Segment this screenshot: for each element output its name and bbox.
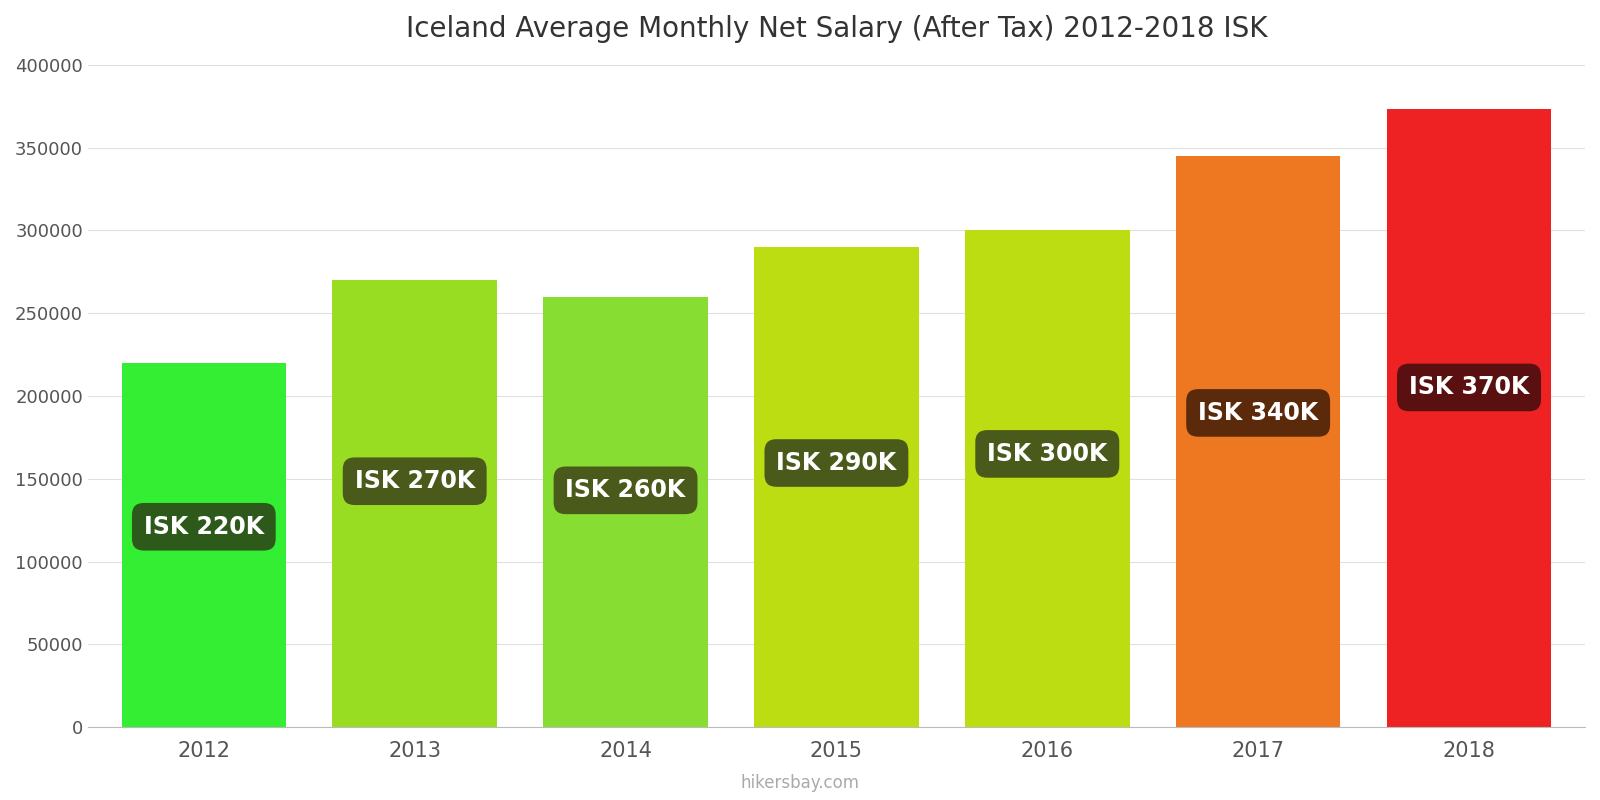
Text: ISK 220K: ISK 220K [144,514,264,538]
Bar [754,247,918,727]
Title: Iceland Average Monthly Net Salary (After Tax) 2012-2018 ISK: Iceland Average Monthly Net Salary (Afte… [406,15,1267,43]
Text: ISK 370K: ISK 370K [1410,375,1530,399]
Bar [122,363,286,727]
Bar [333,280,498,727]
Bar [1387,110,1552,727]
Text: ISK 270K: ISK 270K [355,470,475,494]
Text: hikersbay.com: hikersbay.com [741,774,859,792]
Text: ISK 340K: ISK 340K [1198,401,1318,425]
Bar [965,230,1130,727]
Text: ISK 300K: ISK 300K [987,442,1107,466]
Bar [1176,156,1341,727]
Bar [544,297,707,727]
Text: ISK 290K: ISK 290K [776,451,896,475]
Text: ISK 260K: ISK 260K [565,478,686,502]
